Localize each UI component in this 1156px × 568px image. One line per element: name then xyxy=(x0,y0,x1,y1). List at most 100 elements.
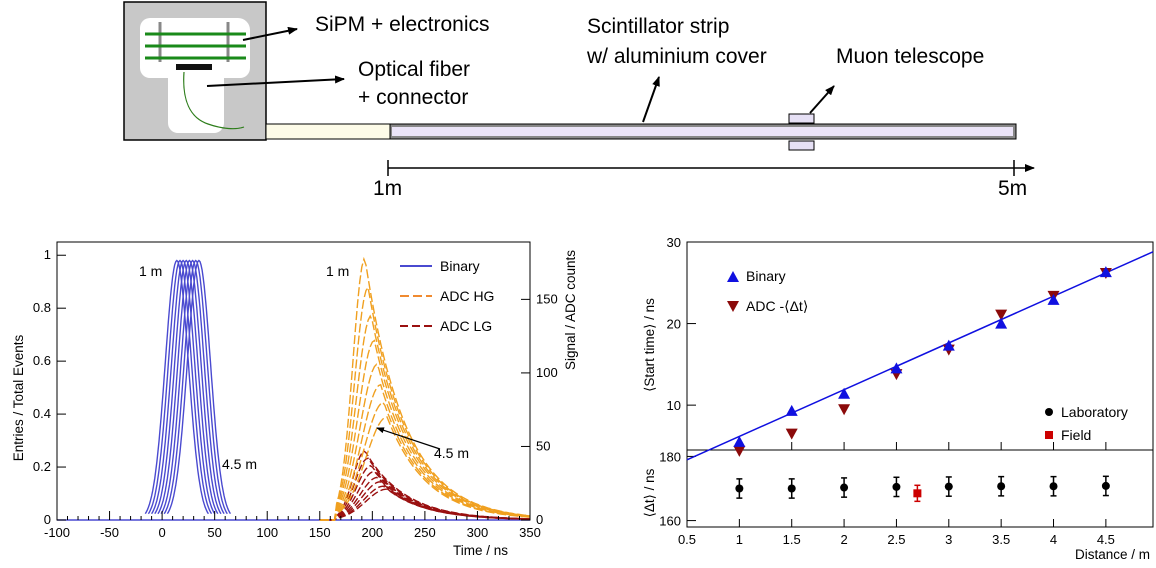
legend-laboratory-marker xyxy=(1045,408,1053,416)
annotation-arrow xyxy=(376,427,441,450)
fit-line xyxy=(686,251,1154,461)
optical-fiber xyxy=(183,71,245,130)
x-tick-label: 300 xyxy=(467,525,489,540)
binary-curve xyxy=(157,259,222,515)
binary-point xyxy=(1047,293,1060,305)
y2-tick-label: 150 xyxy=(536,291,558,306)
fiber-label: Optical fiber xyxy=(358,58,470,81)
y-axis-label: Entries / Total Events xyxy=(11,334,26,461)
laboratory-point xyxy=(1049,482,1058,491)
y-tick-label: 0.4 xyxy=(33,406,51,421)
telescope-paddle-top xyxy=(788,113,815,124)
x-tick-label: 350 xyxy=(519,525,541,540)
fiber-label-2: + connector xyxy=(358,86,468,109)
legend-top: Binary ADC -⟨Δt⟩ xyxy=(727,268,808,314)
legend-field-marker xyxy=(1045,431,1053,439)
binary-point xyxy=(890,362,903,374)
laboratory-point xyxy=(944,482,953,491)
y-tick-label: 0.8 xyxy=(33,300,51,315)
end-distance-label: 5m xyxy=(998,177,1027,200)
binary-point xyxy=(838,387,851,399)
fiber-sleeve xyxy=(265,123,391,140)
x-axis-label: Time / ns xyxy=(453,543,508,558)
y-axis-label-bottom: ⟨Δt⟩ / ns xyxy=(642,468,657,517)
x-tick-label: 4.5 xyxy=(1097,532,1115,547)
legend-binary-label: Binary xyxy=(440,258,480,274)
laboratory-point xyxy=(735,484,744,493)
legend-binary-label: Binary xyxy=(746,268,786,284)
fiber-pointer xyxy=(206,75,345,87)
start-distance-label: 1m xyxy=(373,177,402,200)
binary-curve xyxy=(144,259,209,515)
x-tick-label: 50 xyxy=(207,525,221,540)
annotation-binary-last: 4.5 m xyxy=(222,456,257,472)
adc-hg-curve xyxy=(319,416,531,521)
axes: -100 -50 0 50 100 150 200 250 300 35000.20.40.60.… xyxy=(33,247,558,540)
telescope-paddle-bottom xyxy=(788,140,815,151)
strip-pointer xyxy=(642,76,660,123)
y-tick-label-top: 20 xyxy=(667,317,681,332)
y-tick-label-bottom: 180 xyxy=(659,449,681,464)
scintillator-core xyxy=(392,127,1013,136)
x-tick-label: 200 xyxy=(361,525,383,540)
x-tick-label: 4 xyxy=(1050,532,1057,547)
adc-point xyxy=(785,428,798,440)
x-tick-label: 100 xyxy=(256,525,278,540)
adc-lg-curve xyxy=(319,488,530,521)
x-tick-label: 250 xyxy=(414,525,436,540)
y-tick-label: 1 xyxy=(44,247,51,262)
legend: Binary ADC HG ADC LG xyxy=(400,258,494,334)
legend-adchg-label: ADC HG xyxy=(440,288,494,304)
timing-chart: 0.5 1 1.5 2 2.5 3 3.5 4 4.5 10 20 30 160 180 Binary A… xyxy=(642,235,1154,562)
binary-curve xyxy=(160,259,225,515)
x-tick-label: 3.5 xyxy=(992,532,1010,547)
binary-curve xyxy=(147,259,213,515)
y-tick-label-top: 10 xyxy=(667,398,681,413)
x-tick-label: 3 xyxy=(945,532,952,547)
laboratory-point xyxy=(787,484,796,493)
annotation-adc-last: 4.5 m xyxy=(434,445,469,461)
x-tick-label: 2.5 xyxy=(887,532,905,547)
x-tick-label: 1.5 xyxy=(783,532,801,547)
strip-label: Scintillator strip xyxy=(587,15,729,38)
laboratory-point xyxy=(1101,481,1110,490)
sipm-chip xyxy=(176,64,212,70)
legend-adclg-label: ADC LG xyxy=(440,318,492,334)
binary-point xyxy=(733,435,746,447)
binary-point xyxy=(785,404,798,416)
y-tick-label: 0.6 xyxy=(33,353,51,368)
strip-label-2: w/ aluminium cover xyxy=(586,45,767,68)
y-tick-label: 0.2 xyxy=(33,459,51,474)
legend-adc-label: ADC -⟨Δt⟩ xyxy=(746,298,808,314)
binary-curve xyxy=(163,259,228,515)
legend-binary-marker xyxy=(727,271,739,282)
laboratory-point xyxy=(997,482,1006,491)
y2-axis-label: Signal / ADC counts xyxy=(563,250,578,370)
y-tick-label: 0 xyxy=(44,512,51,527)
legend-bottom: Laboratory Field xyxy=(1045,404,1128,443)
adc-hg-curve xyxy=(319,401,531,521)
legend-adc-marker xyxy=(727,301,739,312)
x-tick-label: 0.5 xyxy=(678,532,696,547)
binary-curve xyxy=(154,259,219,515)
annotation-binary-first: 1 m xyxy=(139,263,162,279)
sipm-label: SiPM + electronics xyxy=(315,13,489,36)
axes: 0.5 1 1.5 2 2.5 3 3.5 4 4.5 10 20 30 160 180 xyxy=(659,235,1115,547)
binary-point xyxy=(942,339,955,351)
adc-point xyxy=(733,445,746,457)
y2-tick-label: 50 xyxy=(536,438,550,453)
adc-point xyxy=(995,309,1008,321)
binary-point xyxy=(995,317,1008,329)
binary-point xyxy=(1099,266,1112,278)
curves xyxy=(57,256,531,521)
x-tick-label: 150 xyxy=(309,525,331,540)
legend-field-label: Field xyxy=(1061,427,1091,443)
y-axis-label-top: ⟨Start time⟩ / ns xyxy=(642,298,657,392)
adc-hg-curve xyxy=(319,383,531,521)
laboratory-point xyxy=(840,483,849,492)
waveform-chart: -100 -50 0 50 100 150 200 250 300 35000.20.40.60.… xyxy=(11,241,578,558)
binary-curve xyxy=(151,259,216,515)
laboratory-point xyxy=(892,482,901,491)
annotation-adc-first: 1 m xyxy=(326,263,349,279)
